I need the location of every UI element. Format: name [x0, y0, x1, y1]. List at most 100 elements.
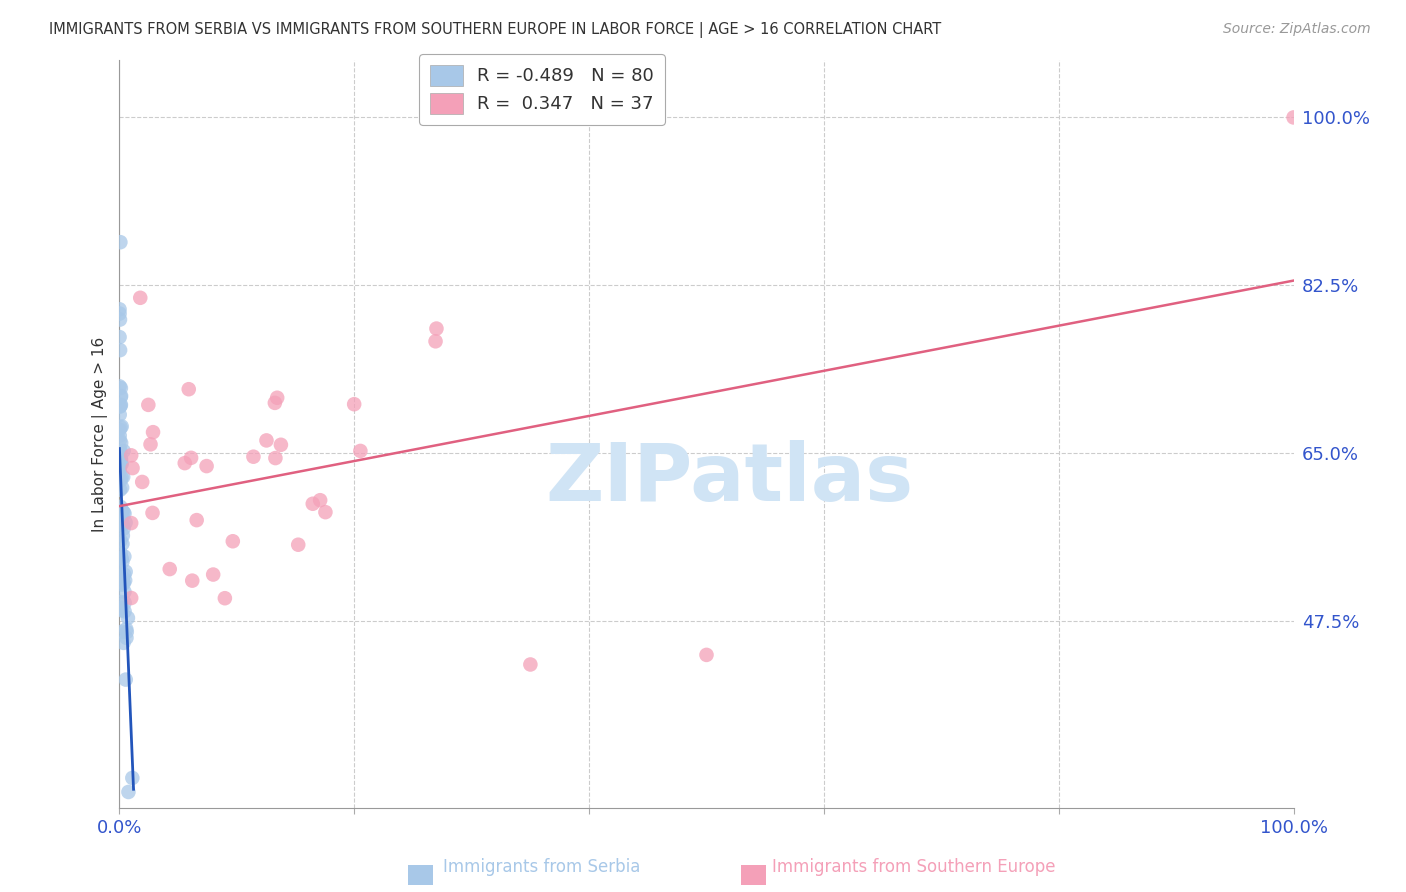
- Point: [112, 567, 135, 582]
- Point: [110, 473, 132, 487]
- Point: [110, 551, 132, 566]
- Point: [108, 379, 131, 393]
- Point: [349, 444, 371, 458]
- Point: [115, 624, 138, 639]
- Point: [263, 396, 285, 410]
- Point: [108, 443, 131, 458]
- Point: [301, 497, 323, 511]
- Point: [131, 475, 153, 489]
- Point: [110, 452, 132, 467]
- Point: [114, 574, 136, 588]
- Point: [110, 420, 132, 434]
- Point: [159, 562, 181, 576]
- Point: [108, 434, 131, 448]
- Point: [519, 657, 541, 672]
- Point: [314, 505, 336, 519]
- Point: [111, 528, 134, 542]
- Point: [110, 235, 132, 250]
- Point: [112, 444, 135, 458]
- Point: [108, 343, 131, 358]
- Point: [110, 452, 132, 467]
- Point: [120, 516, 142, 530]
- Point: [266, 391, 288, 405]
- Point: [343, 397, 366, 411]
- Point: [202, 567, 225, 582]
- Point: [110, 513, 132, 527]
- Point: [120, 591, 142, 605]
- Point: [111, 504, 134, 518]
- Point: [214, 591, 236, 606]
- Point: [186, 513, 208, 527]
- Point: [108, 400, 131, 414]
- Point: [114, 584, 136, 599]
- Point: [110, 453, 132, 467]
- Text: ZIPatlas: ZIPatlas: [546, 440, 914, 518]
- Point: [110, 390, 132, 404]
- Point: [111, 624, 134, 639]
- Point: [110, 389, 132, 403]
- Point: [115, 631, 138, 645]
- Point: [108, 464, 131, 478]
- Point: [111, 570, 134, 584]
- Point: [115, 622, 138, 636]
- Point: [108, 447, 131, 461]
- Point: [256, 434, 278, 448]
- Point: [108, 428, 131, 442]
- Point: [112, 576, 135, 591]
- Point: [108, 330, 131, 344]
- Point: [108, 312, 131, 326]
- Point: [108, 302, 131, 317]
- Text: Immigrants from Southern Europe: Immigrants from Southern Europe: [772, 858, 1056, 876]
- Point: [112, 636, 135, 650]
- Point: [136, 398, 159, 412]
- Point: [117, 611, 139, 625]
- Point: [111, 517, 134, 532]
- Point: [110, 533, 132, 548]
- Point: [110, 436, 132, 450]
- Point: [112, 575, 135, 590]
- Point: [110, 457, 132, 471]
- Point: [129, 291, 152, 305]
- Point: [108, 506, 131, 520]
- Point: [110, 503, 132, 517]
- Point: [287, 538, 309, 552]
- Point: [114, 596, 136, 610]
- Point: [112, 549, 135, 564]
- Text: Source: ZipAtlas.com: Source: ZipAtlas.com: [1223, 22, 1371, 37]
- Point: [111, 555, 134, 569]
- Point: [181, 574, 204, 588]
- Point: [1282, 111, 1305, 125]
- Point: [111, 600, 134, 615]
- Point: [141, 506, 163, 520]
- Point: [111, 457, 134, 471]
- Point: [111, 577, 134, 591]
- Point: [425, 321, 447, 335]
- Point: [264, 451, 287, 466]
- Text: IMMIGRANTS FROM SERBIA VS IMMIGRANTS FROM SOUTHERN EUROPE IN LABOR FORCE | AGE >: IMMIGRANTS FROM SERBIA VS IMMIGRANTS FRO…: [49, 22, 942, 38]
- Point: [108, 307, 131, 321]
- Point: [142, 425, 165, 439]
- Point: [111, 419, 134, 434]
- Legend: R = -0.489   N = 80, R =  0.347   N = 37: R = -0.489 N = 80, R = 0.347 N = 37: [419, 54, 665, 125]
- Point: [110, 398, 132, 412]
- Point: [121, 461, 143, 475]
- Y-axis label: In Labor Force | Age > 16: In Labor Force | Age > 16: [93, 336, 108, 532]
- Point: [695, 648, 717, 662]
- Point: [121, 771, 143, 785]
- Point: [112, 470, 135, 484]
- Point: [110, 595, 132, 609]
- Point: [173, 456, 195, 470]
- Point: [242, 450, 264, 464]
- Point: [177, 382, 200, 396]
- Point: [110, 399, 132, 413]
- Point: [111, 481, 134, 495]
- Point: [114, 565, 136, 579]
- Point: [111, 504, 134, 518]
- Point: [139, 437, 162, 451]
- Point: [110, 517, 132, 532]
- Point: [111, 516, 134, 531]
- Point: [270, 438, 292, 452]
- Text: Immigrants from Serbia: Immigrants from Serbia: [443, 858, 640, 876]
- Point: [114, 604, 136, 618]
- Point: [110, 444, 132, 458]
